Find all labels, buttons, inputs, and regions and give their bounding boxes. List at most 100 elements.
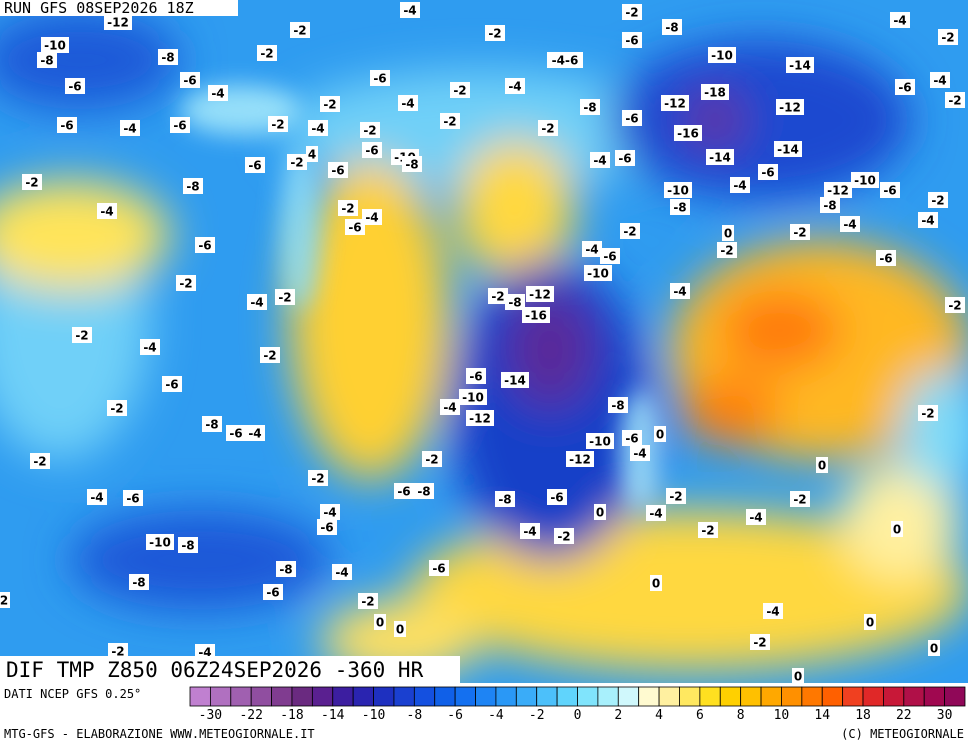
label-box [622,32,642,48]
contour-label: -6 [618,152,631,166]
contour-label: -2 [363,124,376,138]
label-box [123,490,143,506]
contour-label: 0 [724,227,732,241]
contour-label: -2 [425,453,438,467]
label-box [538,120,558,136]
label-box [666,488,686,504]
label-box [501,372,529,388]
label-box [107,400,127,416]
contour-label: -4 [100,205,113,219]
contour-label: 0 [376,616,384,630]
label-box [758,164,778,180]
label-box [928,192,948,208]
contour-label: -10 [44,39,66,53]
colorbar-swatch [413,686,436,707]
label-box [104,14,132,30]
contour-label: -6 [60,119,73,133]
contour-label: -4 [335,566,348,580]
contour-label: -4 [749,511,762,525]
label-box [646,505,666,521]
label-box [41,37,69,53]
label-box [146,534,174,550]
contour-label: 0 [794,670,802,684]
label-box [466,368,486,384]
label-box [876,250,896,266]
label-box [275,289,295,305]
run-box [0,0,238,16]
label-box [717,242,737,258]
contour-label: -2 [453,84,466,98]
contour-label: -6 [883,184,896,198]
colorbar-label: 8 [737,708,745,723]
colorbar-swatch [434,686,456,707]
colorbar-swatch [291,686,313,707]
contour-label: -4 [443,401,456,415]
colorbar-label: -10 [362,708,385,723]
label-box [622,430,642,446]
colorbar-label: 18 [855,708,871,723]
label-box [195,237,215,253]
label-box [566,451,594,467]
colorbar-swatch [740,686,762,707]
label-box [488,288,508,304]
colorbar-swatch [189,686,211,707]
colorbar-swatch [781,686,803,707]
contour-label: -4 [633,447,646,461]
contour-label: -10 [587,267,609,281]
contour-label: -4 [323,506,336,520]
contour-label: -12 [107,16,129,30]
colorbar-label: 2 [614,708,622,723]
label-box [362,142,382,158]
label-box [162,376,182,392]
colorbar-label: -2 [529,708,545,723]
contour-label: 0 [930,642,938,656]
contour-label: -6 [126,492,139,506]
colorbar-label: 14 [814,708,830,723]
contour-label: -2 [263,349,276,363]
label-box [608,397,628,413]
label-box [362,209,382,225]
colorbar-label: -4 [488,708,504,723]
contour-label: -6 [165,378,178,392]
label-box [22,174,42,190]
contour-label: -6 [348,221,361,235]
label-box [170,117,190,133]
contour-labels: -12-4 -2-4-2 -2 -8-10-8 -8 -2-6-10-14-2-4-6-6… [0,2,965,684]
contour-label: -4 [508,80,521,94]
contour-label: -12 [827,184,849,198]
label-box [790,224,810,240]
label-box [730,177,750,193]
label-box [370,70,390,86]
contour-label: -4 [211,87,224,101]
label-box [308,470,328,486]
contour-label: -8 [40,54,53,68]
colorbar-label: -18 [280,708,303,723]
colorbar-swatch [638,686,660,707]
label-box [65,78,85,94]
contour-label: 0 [396,623,404,637]
contour-label: -2 [443,115,456,129]
label-box [580,99,600,115]
contour-label: -4 [143,341,156,355]
contour-label: -6 [365,144,378,158]
contour-label: 0 [818,459,826,473]
contour-label: -10 [149,536,171,550]
label-box [918,212,938,228]
colorbar-swatch [332,686,354,707]
label-box [547,52,583,68]
contour-label: -8 [823,199,836,213]
colorbar-swatch [679,686,701,707]
contour-label: -8 [417,485,430,499]
label-box [750,634,770,650]
colorbar-label: 10 [774,708,790,723]
label-box [129,574,149,590]
label-box [661,95,689,111]
contour-label: -6 [550,491,563,505]
colorbar-label: 6 [696,708,704,723]
label-box [840,216,860,232]
label-box [698,522,718,538]
contour-label: -2 [541,122,554,136]
contour-label: -10 [667,184,689,198]
label-box [245,425,265,441]
label-box [429,560,449,576]
